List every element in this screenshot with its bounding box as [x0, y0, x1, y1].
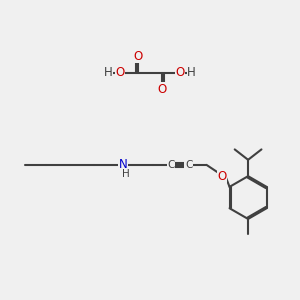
- Text: O: O: [175, 66, 184, 79]
- Text: C: C: [185, 160, 192, 170]
- Text: O: O: [157, 82, 167, 96]
- Text: H: H: [122, 169, 130, 179]
- Text: C: C: [167, 160, 175, 170]
- Text: O: O: [116, 66, 125, 79]
- Text: H: H: [104, 66, 113, 79]
- Text: O: O: [218, 170, 227, 183]
- Text: H: H: [187, 66, 196, 79]
- Text: N: N: [119, 158, 128, 171]
- Text: O: O: [134, 50, 143, 63]
